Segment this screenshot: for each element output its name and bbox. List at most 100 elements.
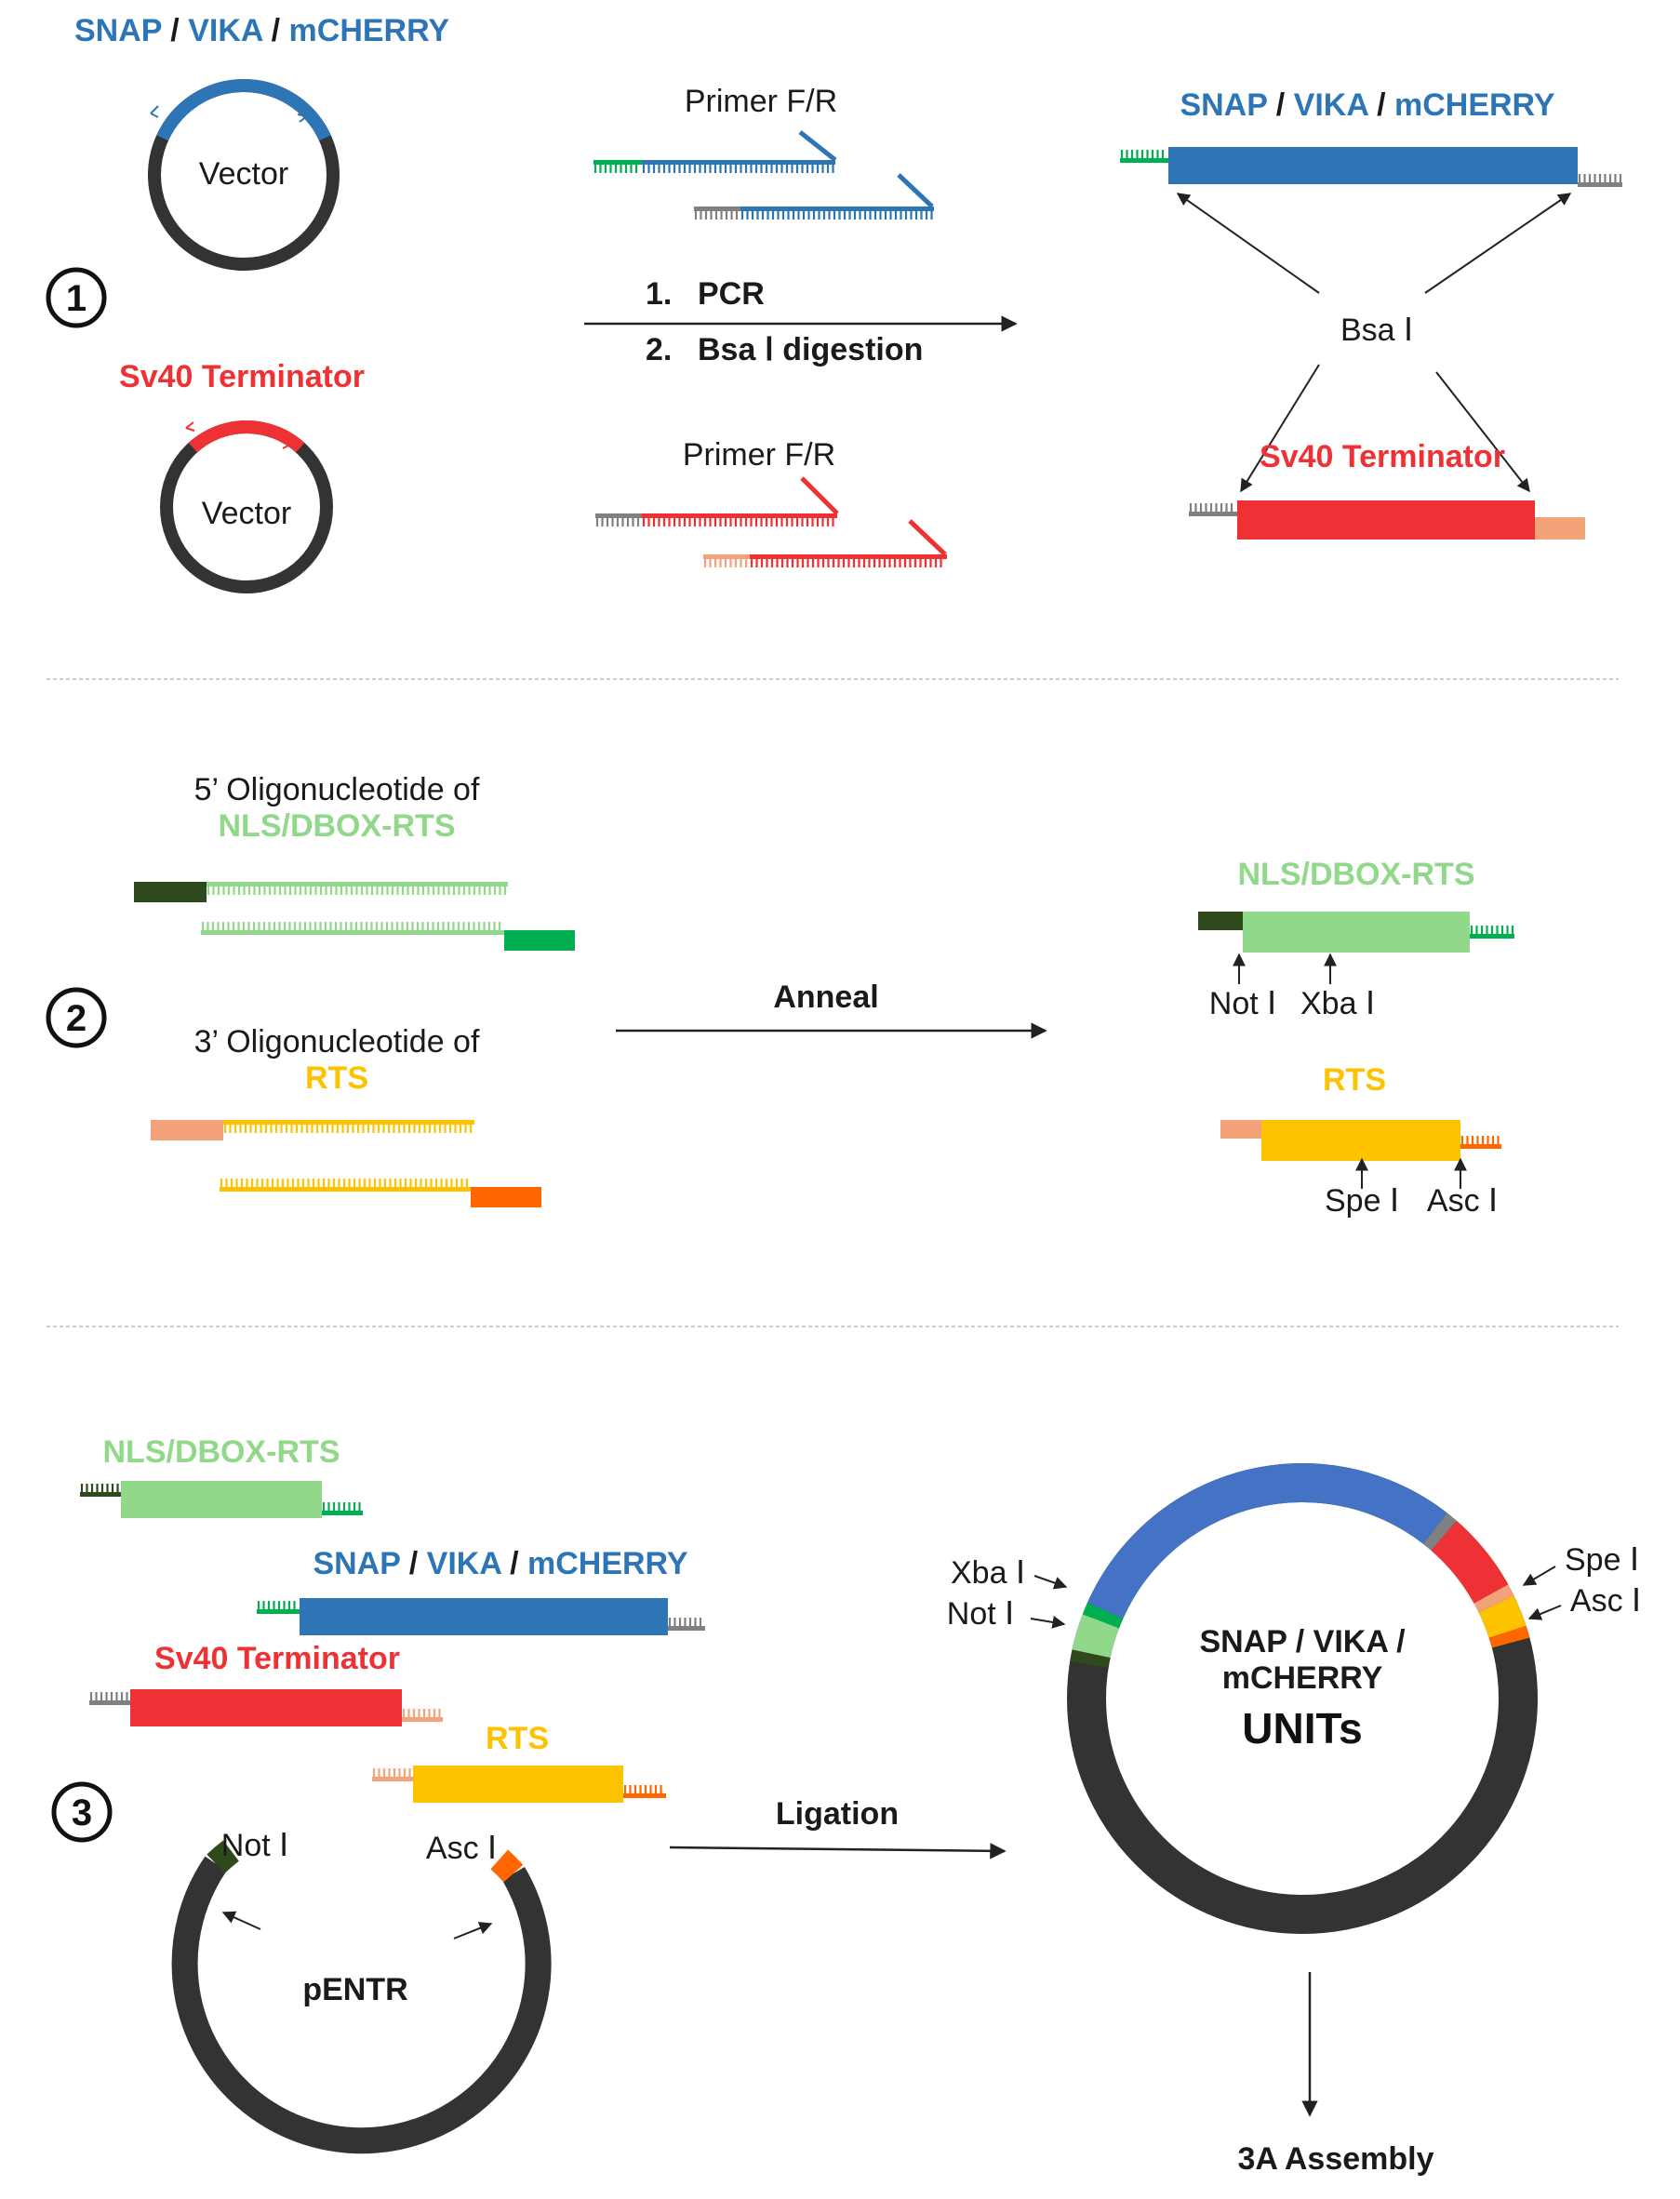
sv40-product-label: Sv40 Terminator	[1260, 439, 1505, 474]
units-segment-insert	[1087, 1463, 1447, 1619]
primer-tail-green	[593, 160, 642, 173]
rts-part-bar	[413, 1766, 623, 1803]
units-xba-label: Xba Ⅰ	[951, 1555, 1025, 1591]
part-overhang-green-backbone	[257, 1609, 300, 1614]
pentr-asc-pointer	[453, 1922, 493, 1939]
ligation-label: Ligation	[776, 1796, 899, 1832]
primer-tail-green-teeth	[593, 165, 638, 173]
part-overhang-darkgreen-teeth	[80, 1484, 119, 1492]
primer-tail-green-backbone	[593, 160, 642, 165]
rts-annealed-label: RTS	[1323, 1062, 1386, 1098]
units-asc-label: Asc Ⅰ	[1570, 1583, 1641, 1619]
product-overhang-gray-backbone	[1578, 182, 1622, 187]
part-overhang-orange-backbone	[623, 1793, 666, 1798]
primer-hook-red	[908, 519, 947, 556]
nls-annealed-bar	[1243, 912, 1470, 953]
product-overhang-gray	[1578, 174, 1622, 187]
svg-text:3: 3	[72, 1793, 92, 1833]
part-overhang-darkgreen-backbone	[80, 1492, 121, 1497]
oligo3-label-line2: RTS	[305, 1060, 368, 1096]
part-overhang-gray-backbone	[89, 1700, 130, 1705]
primer-label-insert: Primer F/R	[685, 84, 837, 119]
units-plasmid	[1067, 1463, 1538, 1934]
units-xba-pointer	[1033, 1575, 1068, 1590]
pentr-vector: pENTR	[171, 1840, 552, 2154]
annealed-overhang-green-teeth	[1470, 926, 1514, 934]
assembly-label: 3A Assembly	[1237, 2141, 1433, 2177]
primer-hook-blue	[798, 130, 837, 162]
oligo5-label-line2: NLS/DBOX-RTS	[219, 808, 456, 844]
units-spe-pointer	[1522, 1566, 1556, 1586]
units-label-line2: mCHERRY	[1222, 1660, 1383, 1696]
oligo5-label-line1: 5’ Oligonucleotide of	[194, 772, 480, 807]
product-overhang-gray-teeth	[1189, 503, 1233, 512]
oligo-overhang-orange	[471, 1187, 541, 1207]
insert-product-bar	[1168, 147, 1578, 184]
oligo-overhang-salmon	[151, 1120, 223, 1140]
part-overhang-orange	[623, 1785, 666, 1798]
sv40-part-bar	[130, 1689, 402, 1726]
primer-hook-red	[800, 476, 839, 515]
pcr-primer-strands	[593, 130, 947, 567]
units-segment-gray	[1422, 1513, 1457, 1551]
step-3-badge: 3	[51, 1781, 113, 1843]
primer-tail-gray-backbone	[694, 207, 740, 211]
ligation-arrow	[669, 1843, 1007, 1859]
product-overhang-green-teeth	[1120, 150, 1165, 158]
oligo3-bottom-strand-teeth	[220, 1179, 469, 1187]
bsa-pointer	[1176, 193, 1320, 294]
pentr-asc-overhang	[490, 1849, 524, 1883]
sv40-product-bar	[1237, 500, 1535, 540]
units-segment-xba	[1082, 1603, 1124, 1629]
bsa-site-label: Bsa Ⅰ	[1340, 313, 1413, 348]
annealed-overhang-orange-backbone	[1460, 1144, 1501, 1149]
anneal-label: Anneal	[773, 980, 878, 1015]
primer-body-red	[642, 513, 837, 526]
vector-plasmid-insert: Vector	[148, 79, 340, 271]
ligation-parts	[80, 1481, 705, 1803]
annealed-overhang-salmon	[1220, 1120, 1261, 1139]
vector-label: Vector	[199, 156, 288, 192]
product-overhang-salmon	[1535, 517, 1585, 540]
pentr-not-label: Not Ⅰ	[221, 1828, 288, 1863]
insert-part-bar	[300, 1598, 668, 1635]
product-overhang-gray-backbone	[1189, 512, 1237, 516]
bsa-pointer	[1240, 364, 1320, 493]
annealed-overhang-orange	[1460, 1136, 1501, 1149]
product-overhang-gray	[1189, 503, 1237, 516]
oligo5-bottom-strand-backbone	[201, 930, 504, 935]
asc-site-label: Asc Ⅰ	[1427, 1183, 1498, 1219]
bsa-pointer	[1435, 371, 1530, 493]
primer-body-blue-teeth	[740, 211, 933, 220]
spe-site-label: Spe Ⅰ	[1325, 1183, 1399, 1219]
units-not-label: Not Ⅰ	[947, 1596, 1014, 1632]
primer-body-blue-teeth	[642, 165, 834, 173]
oligo-overhang-green	[504, 930, 575, 951]
product-overhang-gray-teeth	[1578, 174, 1622, 182]
oligo3-label-line1: 3’ Oligonucleotide of	[194, 1024, 480, 1060]
step-2-badge: 2	[46, 987, 107, 1048]
oligonucleotide-strands	[134, 882, 575, 1207]
part-overhang-orange-teeth	[623, 1785, 662, 1793]
section-1-pcr: SNAP / VIKA / mCHERRY Vector 1 Sv40 Term…	[46, 13, 1622, 593]
part-overhang-green	[322, 1502, 363, 1515]
svg-text:1: 1	[66, 278, 87, 319]
primer-tail-gray-teeth	[595, 518, 640, 526]
part-overhang-darkgreen	[80, 1484, 121, 1497]
part-overhang-salmon-backbone	[372, 1777, 413, 1781]
step-pcr-number: 1.	[646, 276, 672, 312]
units-label-line3: UNITs	[1242, 1704, 1363, 1753]
units-spe-label: Spe Ⅰ	[1565, 1542, 1639, 1578]
units-not-pointer	[1030, 1616, 1066, 1629]
nls-part-bar	[121, 1481, 322, 1518]
primer-hook-blue	[897, 173, 934, 208]
part-overhang-green-teeth	[322, 1502, 361, 1511]
nls-part-label: NLS/DBOX-RTS	[103, 1434, 340, 1470]
units-asc-pointer	[1527, 1605, 1562, 1620]
primer-tail-gray-backbone	[595, 513, 642, 518]
section-1-insert-title: SNAP / VIKA / mCHERRY	[74, 13, 449, 48]
units-segment-asc	[1488, 1625, 1530, 1648]
primer-tail-salmon-backbone	[703, 554, 750, 559]
primer-body-red-teeth	[750, 559, 942, 567]
